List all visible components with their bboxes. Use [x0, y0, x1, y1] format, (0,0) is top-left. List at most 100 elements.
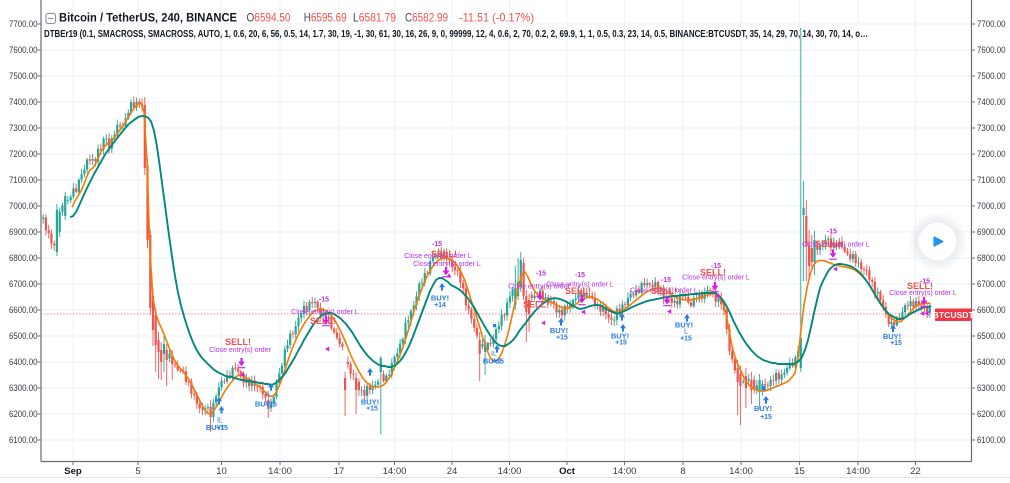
- svg-text:7500.00: 7500.00: [977, 71, 1006, 81]
- svg-text:BTCUSDT: BTCUSDT: [933, 310, 975, 320]
- svg-text:DTBEr19 (0.1, SMACROSS, SMACRO: DTBEr19 (0.1, SMACROSS, SMACROSS, AUTO, …: [44, 29, 868, 40]
- svg-text:6600.00: 6600.00: [977, 305, 1006, 315]
- svg-text:+15: +15: [615, 340, 627, 347]
- svg-text:7300.00: 7300.00: [9, 123, 38, 133]
- svg-text:BUY!: BUY!: [206, 423, 224, 432]
- svg-text:6100.00: 6100.00: [977, 435, 1006, 445]
- svg-text:SELL!: SELL!: [815, 239, 841, 249]
- svg-text:10: 10: [216, 466, 227, 477]
- svg-text:BUY!: BUY!: [611, 332, 629, 341]
- svg-text:8: 8: [680, 466, 685, 477]
- svg-text:Close entry(s) order L: Close entry(s) order L: [630, 288, 698, 295]
- svg-text:+15: +15: [680, 336, 692, 343]
- svg-text:14:00: 14:00: [729, 466, 753, 477]
- svg-text:SELL!: SELL!: [523, 300, 549, 310]
- svg-text:Oct: Oct: [559, 466, 576, 477]
- svg-text:+14: +14: [434, 302, 446, 309]
- svg-text:7400.00: 7400.00: [977, 97, 1006, 107]
- svg-text:+15: +15: [492, 359, 504, 366]
- svg-text:-15: -15: [661, 277, 671, 284]
- svg-text:+15: +15: [366, 406, 378, 413]
- svg-text:-15: -15: [536, 271, 546, 278]
- svg-text:Bitcoin / TetherUS, 240, BINAN: Bitcoin / TetherUS, 240, BINANCE: [59, 10, 237, 24]
- svg-text:7600.00: 7600.00: [977, 45, 1006, 55]
- svg-text:7400.00: 7400.00: [9, 97, 38, 107]
- svg-text:6400.00: 6400.00: [9, 357, 38, 367]
- svg-text:6900.00: 6900.00: [977, 227, 1006, 237]
- svg-text:H6595.69: H6595.69: [304, 10, 347, 24]
- svg-text:6900.00: 6900.00: [9, 227, 38, 237]
- svg-text:Close entry(s) order L: Close entry(s) order L: [682, 275, 750, 282]
- svg-text:-15: -15: [432, 241, 442, 248]
- svg-text:SELL!: SELL!: [700, 268, 726, 278]
- svg-text:SELL!: SELL!: [310, 316, 336, 326]
- svg-text:7100.00: 7100.00: [9, 175, 38, 185]
- svg-text:6200.00: 6200.00: [977, 409, 1006, 419]
- svg-text:6500.00: 6500.00: [9, 331, 38, 341]
- svg-text:Close entry(s) order L: Close entry(s) order L: [546, 281, 614, 288]
- svg-text:7200.00: 7200.00: [9, 149, 38, 159]
- svg-text:6400.00: 6400.00: [977, 357, 1006, 367]
- svg-text:SELL!: SELL!: [651, 286, 677, 296]
- svg-text:BUY!: BUY!: [883, 332, 901, 341]
- svg-text:15: 15: [794, 466, 805, 477]
- svg-text:L6581.79: L6581.79: [353, 10, 396, 24]
- svg-text:BUY!: BUY!: [754, 404, 772, 413]
- svg-text:L: L: [684, 329, 688, 336]
- svg-text:14:00: 14:00: [383, 466, 407, 477]
- svg-text:Close entry(s) order: Close entry(s) order: [209, 347, 272, 354]
- svg-text:Close entry(s) order L: Close entry(s) order L: [889, 290, 957, 297]
- svg-text:6700.00: 6700.00: [9, 279, 38, 289]
- svg-text:6500.00: 6500.00: [977, 331, 1006, 341]
- svg-text:+15: +15: [556, 335, 568, 342]
- svg-text:lL: lL: [491, 351, 497, 358]
- svg-text:+15: +15: [760, 414, 772, 421]
- svg-text:22: 22: [910, 466, 921, 477]
- svg-text:7100.00: 7100.00: [977, 175, 1006, 185]
- svg-text:+15: +15: [890, 340, 902, 347]
- svg-text:-15: -15: [575, 272, 585, 279]
- svg-text:BUY!: BUY!: [483, 357, 501, 366]
- svg-text:6300.00: 6300.00: [977, 383, 1006, 393]
- svg-text:Close entry(s) order L: Close entry(s) order L: [404, 253, 472, 260]
- svg-text:lL: lL: [266, 391, 272, 398]
- svg-text:24: 24: [447, 466, 458, 477]
- svg-text:SELL!: SELL!: [907, 281, 933, 291]
- svg-text:6600.00: 6600.00: [9, 305, 38, 315]
- svg-text:Close entry(s) order L: Close entry(s) order L: [291, 309, 359, 316]
- svg-text:BUY!: BUY!: [255, 400, 273, 409]
- svg-text:6800.00: 6800.00: [977, 253, 1006, 263]
- svg-text:14:00: 14:00: [846, 466, 870, 477]
- svg-text:-15: -15: [827, 229, 837, 236]
- svg-text:BUY!: BUY!: [431, 294, 449, 303]
- svg-text:-15: -15: [319, 297, 329, 304]
- svg-text:7200.00: 7200.00: [977, 149, 1006, 159]
- svg-text:17: 17: [334, 466, 345, 477]
- svg-text:6100.00: 6100.00: [9, 435, 38, 445]
- svg-text:lL: lL: [217, 418, 223, 425]
- svg-text:Sep: Sep: [64, 466, 82, 477]
- svg-text:Close entry(s) order L: Close entry(s) order L: [802, 242, 870, 249]
- svg-text:BUY!: BUY!: [361, 398, 379, 407]
- svg-text:SELL!: SELL!: [565, 286, 591, 296]
- svg-text:14:00: 14:00: [268, 466, 292, 477]
- svg-text:Close entry(s) order: Close entry(s) order: [508, 284, 571, 291]
- svg-text:7600.00: 7600.00: [9, 45, 38, 55]
- svg-text:14:00: 14:00: [498, 466, 522, 477]
- svg-text:SELL!: SELL!: [225, 337, 251, 347]
- svg-text:7700.00: 7700.00: [977, 19, 1006, 29]
- svg-text:-15: -15: [711, 263, 721, 270]
- svg-text:7300.00: 7300.00: [977, 123, 1006, 133]
- svg-text:6700.00: 6700.00: [977, 279, 1006, 289]
- svg-text:14:00: 14:00: [613, 466, 637, 477]
- svg-text:+15: +15: [265, 402, 277, 409]
- svg-text:6300.00: 6300.00: [9, 383, 38, 393]
- svg-text:7000.00: 7000.00: [977, 201, 1006, 211]
- svg-text:O6594.50: O6594.50: [247, 10, 291, 24]
- svg-text:+15: +15: [216, 425, 228, 432]
- svg-text:5: 5: [135, 466, 140, 477]
- svg-text:-15: -15: [920, 279, 930, 286]
- svg-text:6800.00: 6800.00: [9, 253, 38, 263]
- svg-text:BUY!: BUY!: [550, 326, 568, 335]
- svg-text:7000.00: 7000.00: [9, 201, 38, 211]
